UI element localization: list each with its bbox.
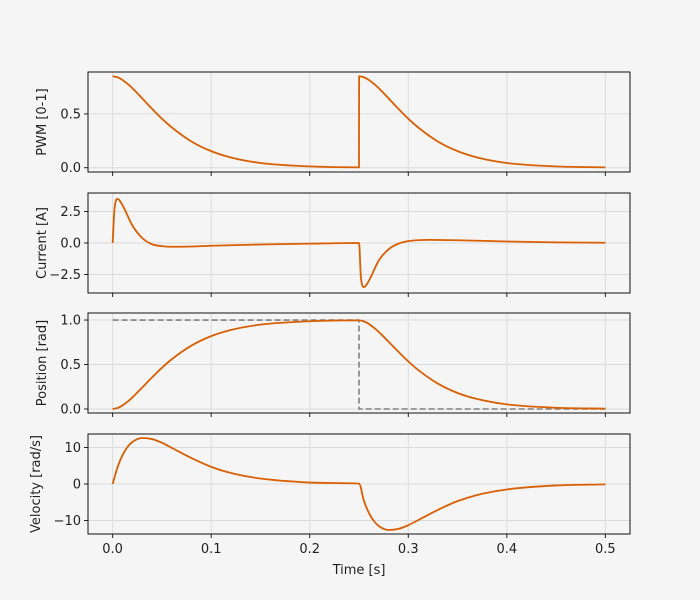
y-axis-label: Current [A]: [35, 207, 50, 279]
y-tick-label: 0.5: [60, 107, 81, 122]
y-axis-label: Velocity [rad/s]: [29, 435, 44, 533]
axes-frame: [87, 312, 631, 414]
x-tick-label: 0.4: [496, 542, 517, 557]
y-tick-label: 1.0: [60, 314, 81, 329]
x-tick-label: 0.2: [299, 542, 320, 557]
pwm-line: [112, 75, 606, 169]
y-tick-label: 2.5: [60, 205, 81, 220]
subplot-position: 1.0 0.5 0.0 Position [rad]: [35, 312, 631, 417]
subplot-pwm: 0.0 0.5 PWM [0-1]: [35, 71, 631, 176]
axes-frame: [87, 192, 631, 294]
y-axis-label: Position [rad]: [35, 320, 50, 406]
x-axis-label: Time [s]: [332, 563, 386, 578]
y-tick-label: 0.0: [60, 161, 81, 176]
y-tick-label: −10: [54, 514, 81, 529]
y-tick-label: 0: [73, 478, 81, 493]
position-line: [112, 319, 606, 410]
velocity-line: [111, 437, 606, 531]
y-axis-label: PWM [0-1]: [35, 88, 50, 155]
axes-frame: [87, 71, 631, 173]
x-tick-label: 0.1: [201, 542, 222, 557]
reference-line: [112, 319, 606, 410]
axes-frame: [87, 433, 631, 535]
y-tick-label: 0.0: [60, 237, 81, 252]
y-tick-label: 0.5: [60, 358, 81, 373]
x-tick-label: 0.0: [102, 542, 123, 557]
x-tick-label: 0.3: [398, 542, 419, 557]
x-tick-label: 0.5: [595, 542, 616, 557]
y-tick-label: 0.0: [60, 402, 81, 417]
subplot-velocity: 10 0 −10 0.0 0.1 0.2 0.3 0.4 0.5 Velocity [rad/s]…: [29, 433, 631, 578]
y-tick-label: −2.5: [49, 268, 81, 283]
current-line: [111, 198, 606, 288]
y-tick-label: 10: [64, 441, 81, 456]
